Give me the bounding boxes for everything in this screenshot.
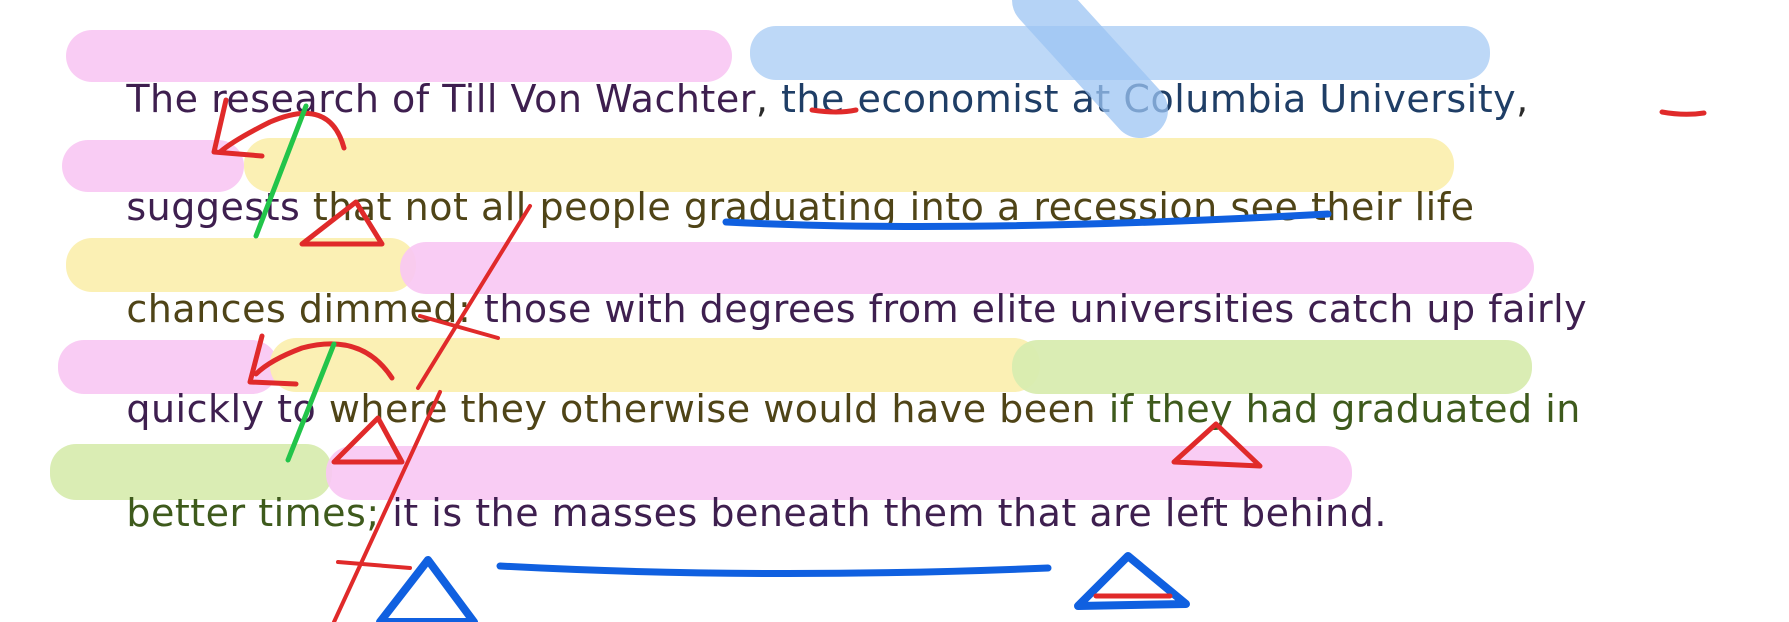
- highlight-yellow-line2: [244, 138, 1454, 192]
- highlight-pink-line4: [58, 340, 278, 394]
- comma: ,: [1516, 77, 1529, 121]
- red-curved-arrow-2: [253, 341, 395, 381]
- that-clause-tail: chances dimmed:: [126, 287, 484, 331]
- red-arrowhead-2: [247, 333, 299, 387]
- highlight-yellow-line3: [66, 238, 416, 292]
- blue-marker-diagonal-stroke: [1012, 0, 1168, 138]
- blue-underline-masses: [496, 562, 1052, 578]
- red-cross-line3: [418, 314, 500, 340]
- comma-mark-1: [809, 107, 859, 115]
- text-line-5: better times; it is the masses beneath t…: [76, 444, 1387, 582]
- highlight-green-line4: [1012, 340, 1532, 394]
- green-slash-1: [253, 103, 309, 239]
- comma-mark-2: [1659, 109, 1707, 117]
- highlight-pink-line1: [66, 30, 732, 82]
- that-clause: that not all people: [300, 185, 684, 229]
- green-slash-2: [285, 341, 337, 463]
- highlight-green-line5: [50, 444, 332, 500]
- if-clause: if they had graduated in: [1108, 387, 1581, 431]
- text-line-4: quickly to where they otherwise would ha…: [76, 340, 1581, 478]
- blue-underline-graduating: [722, 210, 1332, 230]
- text-line-3: chances dimmed: those with degrees from …: [76, 240, 1587, 378]
- red-slash-long-1: [416, 204, 532, 390]
- highlight-pink-line3: [400, 242, 1534, 294]
- blue-triangle-1: [376, 556, 478, 622]
- appositive-phrase: the economist at Columbia University: [781, 77, 1517, 121]
- red-triangle-2: [331, 415, 405, 465]
- explanation-clause: those with degrees from elite universiti…: [483, 287, 1588, 331]
- red-triangle-1: [299, 199, 385, 247]
- focus-phrase: the masses beneath them: [475, 491, 986, 535]
- red-curved-arrow-1: [217, 110, 347, 155]
- red-triangle-3: [1171, 421, 1263, 469]
- red-arrowhead-1: [211, 97, 265, 159]
- that-clause-end: see their life: [1217, 185, 1475, 229]
- cleft-clause: it is: [392, 491, 476, 535]
- where-clause: where they otherwise would have been: [328, 387, 1109, 431]
- cleft-clause-end: that are left behind.: [985, 491, 1387, 535]
- if-clause-tail: better times;: [126, 491, 393, 535]
- red-slash-long-2: [332, 390, 442, 622]
- comma: ,: [755, 77, 781, 121]
- red-cross-line5: [336, 560, 412, 570]
- highlight-yellow-line4: [270, 338, 1040, 392]
- blue-triangle-2: [1074, 552, 1190, 610]
